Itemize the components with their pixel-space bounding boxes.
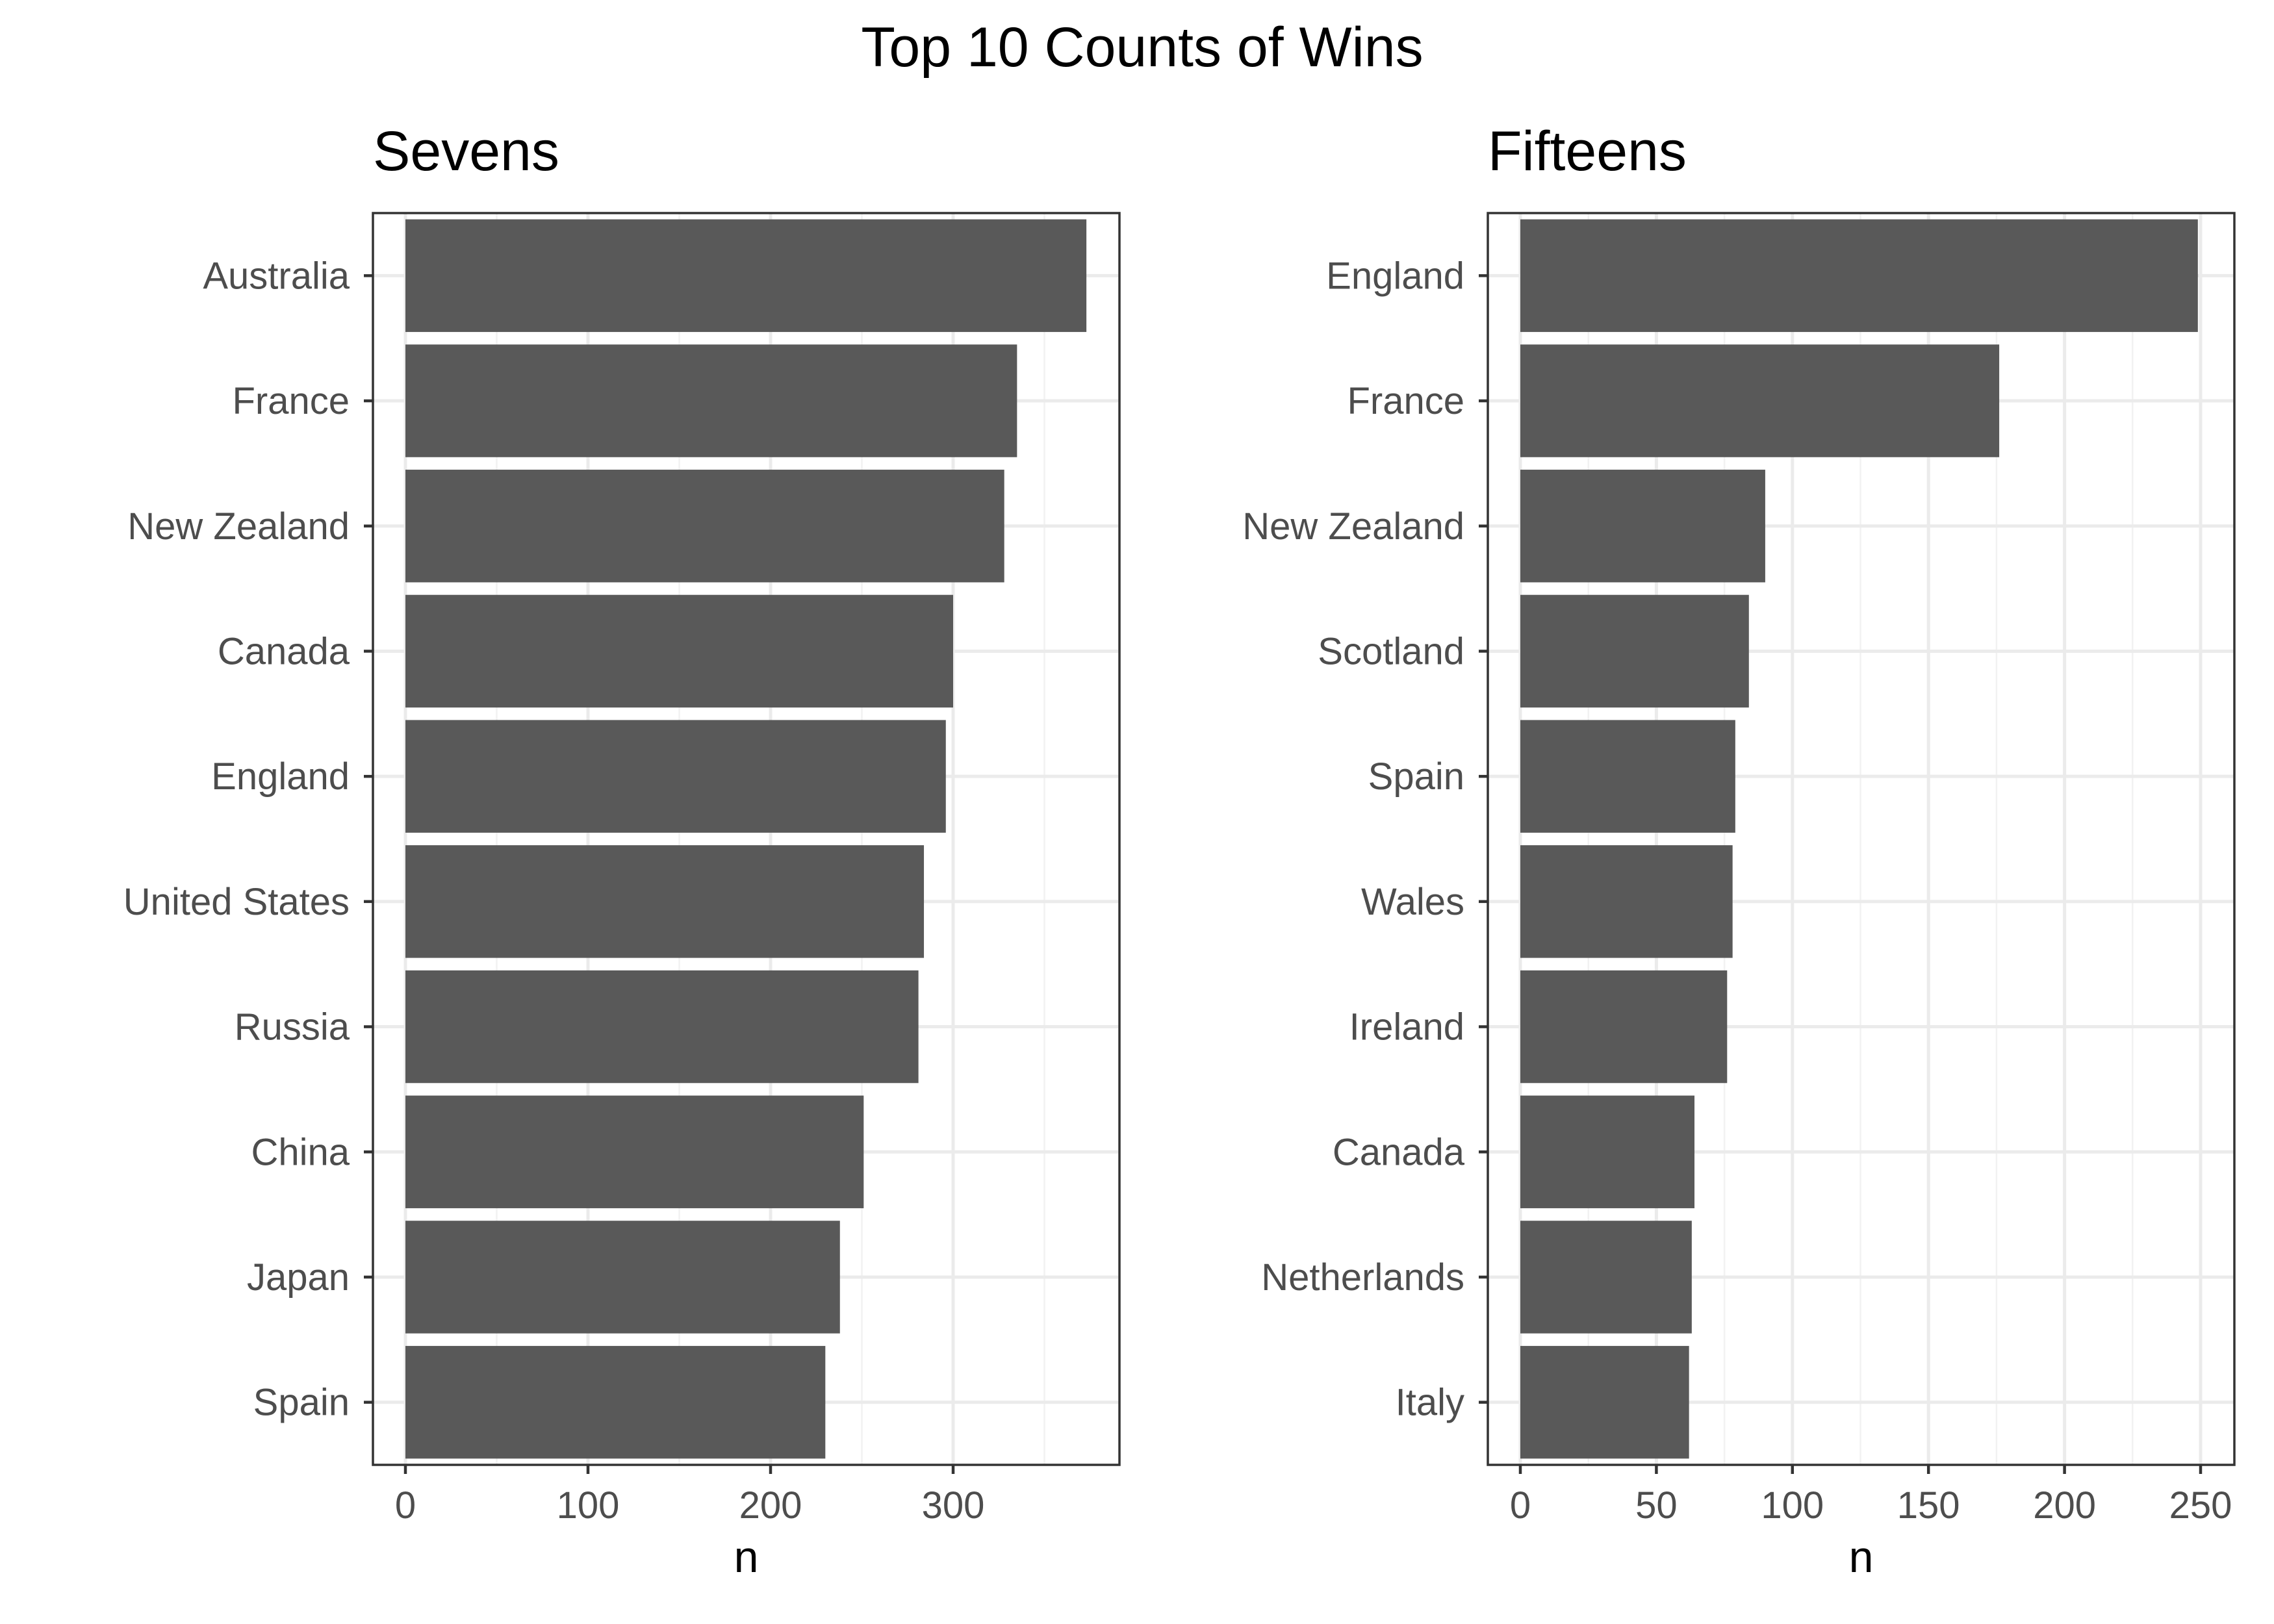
x-axis-title: n <box>734 1532 759 1582</box>
x-tick-label: 0 <box>1510 1484 1531 1527</box>
y-tick-label: New Zealand <box>1242 505 1464 548</box>
y-tick-label: France <box>232 380 350 422</box>
panel-title: Fifteens <box>1488 120 1687 183</box>
y-tick-label: New Zealand <box>127 505 350 548</box>
bar-new-zealand <box>1520 470 1765 583</box>
y-tick-label: Canada <box>218 630 350 672</box>
bar-canada <box>1520 1095 1695 1208</box>
panel-border <box>372 212 1121 1466</box>
bar-france <box>405 344 1017 457</box>
panel-border <box>1487 212 2236 1466</box>
bar-canada <box>405 594 953 708</box>
bar-united-states <box>405 845 925 958</box>
bar-japan <box>405 1221 840 1334</box>
bar-wales <box>1520 845 1733 958</box>
y-tick-label: United States <box>123 881 350 923</box>
x-tick-label: 200 <box>739 1484 802 1527</box>
y-tick-label: Ireland <box>1349 1006 1464 1048</box>
chart-panel-1: Sevens Australia France New Zealand Canada En… <box>123 120 1121 1582</box>
x-tick-label: 100 <box>1761 1484 1824 1527</box>
x-tick-label: 100 <box>557 1484 620 1527</box>
y-tick-label: Australia <box>203 255 350 297</box>
bar-england <box>405 720 946 833</box>
y-tick-label: Scotland <box>1318 630 1464 672</box>
bar-england <box>1520 219 2198 333</box>
y-tick-label: Spain <box>253 1382 350 1424</box>
y-tick-label: Italy <box>1396 1382 1464 1424</box>
bar-france <box>1520 344 2000 457</box>
x-tick-label: 250 <box>2169 1484 2232 1527</box>
bar-scotland <box>1520 594 1749 708</box>
y-tick-label: England <box>211 755 350 798</box>
x-tick-label: 200 <box>2033 1484 2096 1527</box>
bar-spain <box>1520 720 1735 833</box>
y-tick-label: Netherlands <box>1261 1256 1464 1299</box>
x-axis-title: n <box>1849 1532 1874 1582</box>
bar-netherlands <box>1520 1221 1692 1334</box>
y-tick-label: France <box>1347 380 1464 422</box>
x-tick-label: 0 <box>395 1484 416 1527</box>
bar-italy <box>1520 1345 1689 1459</box>
y-tick-label: England <box>1326 255 1464 297</box>
y-tick-label: Japan <box>247 1256 350 1299</box>
y-tick-label: China <box>251 1131 350 1173</box>
bar-spain <box>405 1345 826 1459</box>
y-tick-label: Spain <box>1368 755 1464 798</box>
bar-ireland <box>1520 970 1728 1084</box>
figure-title: Top 10 Counts of Wins <box>861 16 1423 79</box>
x-tick-label: 150 <box>1897 1484 1960 1527</box>
y-tick-label: Canada <box>1333 1131 1465 1173</box>
y-tick-label: Wales <box>1361 881 1464 923</box>
y-tick-label: Russia <box>235 1006 350 1048</box>
bar-russia <box>405 970 919 1084</box>
x-tick-label: 50 <box>1635 1484 1678 1527</box>
chart-panel-2: Fifteens England France New Zealand Scotland… <box>1242 120 2236 1582</box>
bar-china <box>405 1095 864 1208</box>
bar-new-zealand <box>405 470 1004 583</box>
x-tick-label: 300 <box>922 1484 985 1527</box>
bar-australia <box>405 219 1087 333</box>
chart-panels: Sevens Australia France New Zealand Canada En… <box>123 120 2236 1582</box>
panel-title: Sevens <box>373 120 559 183</box>
